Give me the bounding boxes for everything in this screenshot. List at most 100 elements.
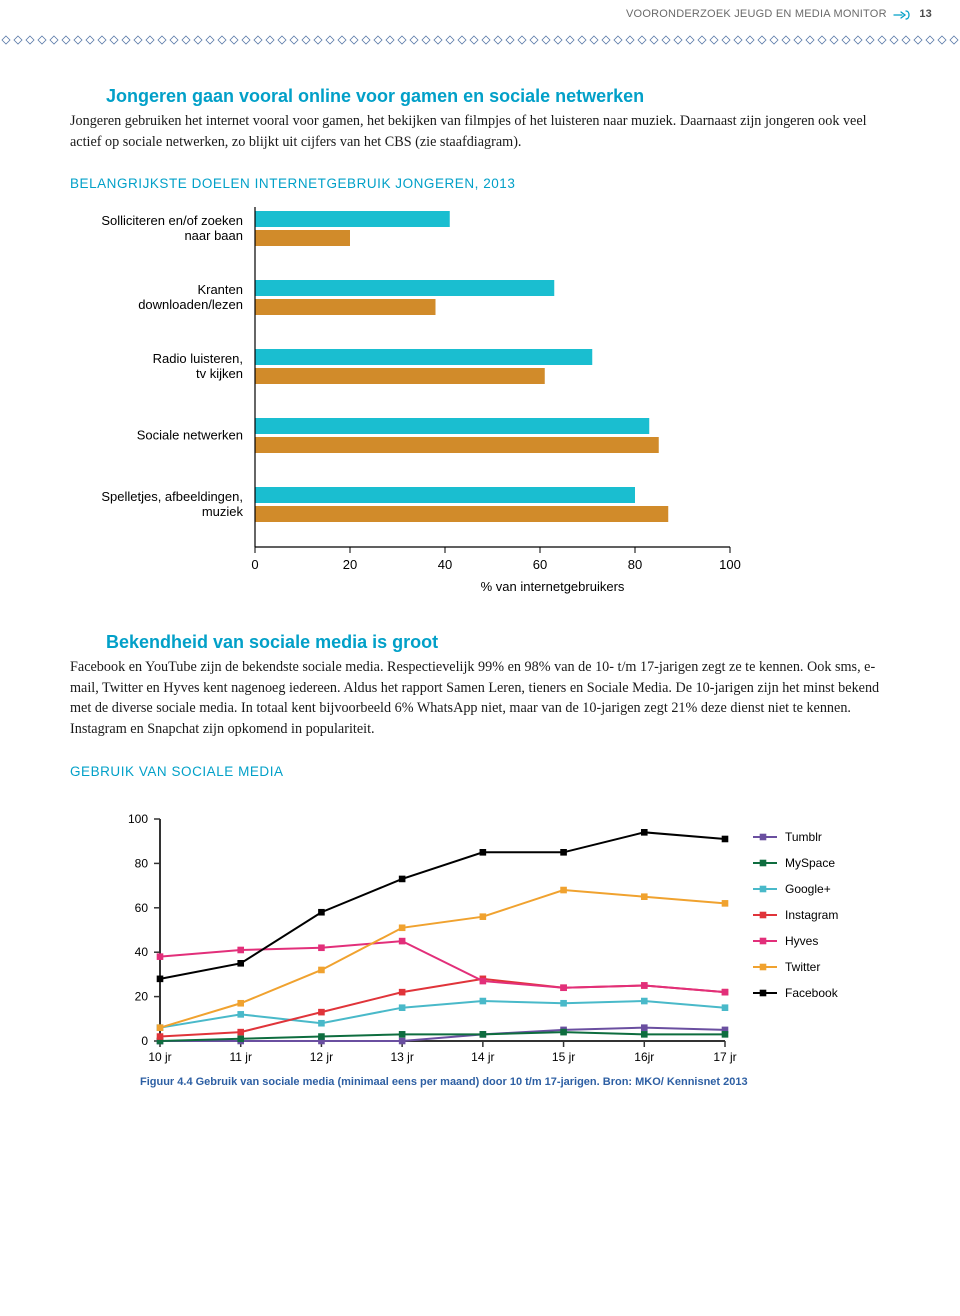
category-label: Sociale netwerken (137, 428, 243, 443)
data-marker (318, 944, 325, 951)
legend-label: Tumblr (785, 830, 822, 844)
data-marker (480, 997, 487, 1004)
y-tick-label: 20 (135, 989, 149, 1003)
x-tick-label: 11 jr (229, 1050, 251, 1064)
legend-label: Twitter (785, 960, 820, 974)
data-marker (560, 984, 567, 991)
category-label: naar baan (184, 228, 243, 243)
x-tick-label: 80 (628, 557, 642, 572)
y-tick-label: 40 (135, 945, 149, 959)
category-label: Spelletjes, afbeeldingen, (101, 489, 243, 504)
data-marker (480, 1031, 487, 1038)
y-tick-label: 0 (141, 1034, 148, 1048)
section1-title: Jongeren gaan vooral online voor gamen e… (106, 86, 890, 107)
data-marker (237, 960, 244, 967)
data-marker (722, 1004, 729, 1011)
data-marker (641, 1024, 648, 1031)
category-label: muziek (202, 504, 244, 519)
data-marker (399, 924, 406, 931)
data-marker (318, 909, 325, 916)
section1-paragraph: Jongeren gebruiken het internet vooral v… (70, 111, 890, 152)
x-tick-label: 0 (251, 557, 258, 572)
line-chart: 02040608010010 jr11 jr12 jr13 jr14 jr15 … (70, 809, 890, 1089)
data-marker (157, 1033, 164, 1040)
data-marker (318, 1033, 325, 1040)
data-marker (318, 1008, 325, 1015)
data-marker (318, 1020, 325, 1027)
category-label: Solliciteren en/of zoeken (101, 213, 243, 228)
bar (255, 299, 436, 315)
chart1-title: BELANGRIJKSTE DOELEN INTERNETGEBRUIK JON… (70, 176, 890, 191)
y-tick-label: 100 (128, 812, 148, 826)
data-marker (157, 953, 164, 960)
y-tick-label: 60 (135, 900, 149, 914)
line-series (160, 890, 725, 1028)
data-marker (641, 982, 648, 989)
data-marker (399, 875, 406, 882)
data-marker (560, 1000, 567, 1007)
category-label: Kranten (197, 282, 243, 297)
bar (255, 487, 635, 503)
x-tick-label: 17 jr (713, 1050, 736, 1064)
x-axis-label: % van internetgebruikers (481, 579, 625, 594)
chart2-title: GEBRUIK VAN SOCIALE MEDIA (70, 764, 890, 779)
data-marker (399, 1004, 406, 1011)
legend-label: Instagram (785, 908, 838, 922)
data-marker (237, 1011, 244, 1018)
category-label: downloaden/lezen (138, 297, 243, 312)
legend-label: Google+ (785, 882, 831, 896)
data-marker (157, 1024, 164, 1031)
data-marker (399, 1031, 406, 1038)
data-marker (722, 1031, 729, 1038)
data-marker (237, 1035, 244, 1042)
legend-label: Facebook (785, 986, 839, 1000)
x-tick-label: 12 jr (310, 1050, 333, 1064)
line-series (160, 1032, 725, 1041)
bar (255, 211, 450, 227)
x-tick-label: 40 (438, 557, 452, 572)
data-marker (560, 1028, 567, 1035)
hand-icon (892, 8, 910, 20)
bar (255, 506, 668, 522)
line-series (160, 832, 725, 979)
line-series (160, 1001, 725, 1028)
x-tick-label: 20 (343, 557, 357, 572)
data-marker (722, 900, 729, 907)
data-marker (157, 975, 164, 982)
bar (255, 349, 592, 365)
data-marker (480, 849, 487, 856)
bar (255, 280, 554, 296)
data-marker (722, 988, 729, 995)
legend-label: MySpace (785, 856, 835, 870)
category-label: Radio luisteren, (153, 351, 243, 366)
bar (255, 437, 659, 453)
x-tick-label: 13 jr (390, 1050, 413, 1064)
data-marker (722, 835, 729, 842)
x-tick-label: 10 jr (148, 1050, 171, 1064)
chart-caption: Figuur 4.4 Gebruik van sociale media (mi… (140, 1076, 748, 1088)
data-marker (480, 977, 487, 984)
data-marker (399, 1037, 406, 1044)
data-marker (641, 829, 648, 836)
data-marker (237, 946, 244, 953)
data-marker (560, 886, 567, 893)
data-marker (399, 988, 406, 995)
data-marker (641, 1031, 648, 1038)
x-tick-label: 100 (719, 557, 741, 572)
data-marker (480, 913, 487, 920)
page-number: 13 (919, 8, 932, 20)
bar (255, 230, 350, 246)
bar (255, 368, 545, 384)
bar-chart: Solliciteren en/of zoekennaar baan Krante… (70, 201, 770, 601)
running-title: VOORONDERZOEK JEUGD EN MEDIA MONITOR (626, 8, 887, 20)
x-tick-label: 15 jr (552, 1050, 575, 1064)
x-tick-label: 60 (533, 557, 547, 572)
data-marker (318, 966, 325, 973)
data-marker (560, 849, 567, 856)
running-header: VOORONDERZOEK JEUGD EN MEDIA MONITOR 13 (626, 8, 932, 20)
data-marker (641, 997, 648, 1004)
data-marker (641, 893, 648, 900)
data-marker (399, 937, 406, 944)
data-marker (237, 1000, 244, 1007)
diamond-divider (0, 34, 960, 46)
